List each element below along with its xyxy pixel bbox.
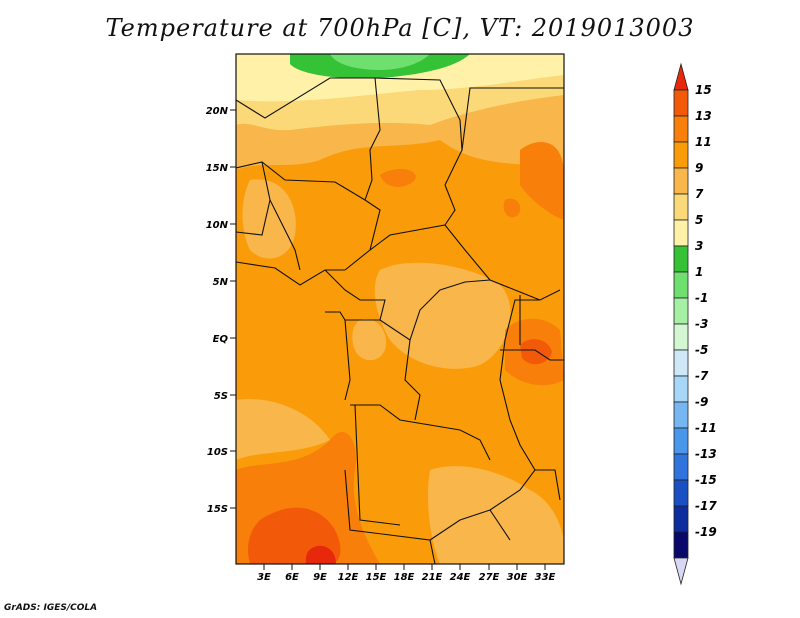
lat-label: 10N	[206, 220, 229, 231]
lon-label: 30E	[507, 572, 528, 583]
colorbar-segment	[673, 453, 689, 481]
colorbar-label: -3	[695, 317, 708, 331]
colorbar-segment	[673, 479, 689, 507]
colorbar-segment	[673, 427, 689, 455]
colorbar-label: -1	[695, 291, 708, 305]
colorbar-label: 15	[695, 83, 712, 97]
colorbar-label: 5	[695, 213, 703, 227]
lon-label: 15E	[366, 572, 387, 583]
country-borders	[236, 77, 564, 564]
colorbar-label: 3	[695, 239, 703, 253]
temperature-field	[236, 54, 564, 564]
map-frame	[235, 53, 565, 565]
grads-credit: GrADS: IGES/COLA	[4, 603, 98, 613]
lon-label: 33E	[535, 572, 556, 583]
lon-label: 3E	[257, 572, 271, 583]
colorbar-segment	[673, 557, 689, 586]
colorbar-segment	[673, 62, 689, 91]
colorbar-segment	[673, 375, 689, 403]
lon-label: 6E	[285, 572, 299, 583]
colorbar-segment	[673, 271, 689, 299]
lon-label: 24E	[450, 572, 471, 583]
colorbar-segment	[673, 401, 689, 429]
lat-label: 5N	[213, 277, 229, 288]
lon-label: 12E	[338, 572, 359, 583]
colorbar-label: -19	[695, 525, 717, 539]
lon-label: 21E	[422, 572, 443, 583]
colorbar-segment	[673, 115, 689, 143]
colorbar-segment	[673, 245, 689, 273]
colorbar-segment	[673, 297, 689, 325]
colorbar-label: 7	[695, 187, 704, 201]
colorbar-label: 11	[695, 135, 712, 149]
colorbar-label: -13	[695, 447, 717, 461]
colorbar: 15 13 11 9 7 5 3 1 -1 -3 -5 -7 -9 -11 -13 -15 -17 -19	[673, 62, 717, 586]
colorbar-label: -15	[695, 473, 717, 487]
colorbar-segment	[673, 323, 689, 351]
colorbar-label: 9	[695, 161, 703, 175]
colorbar-label: -5	[695, 343, 708, 357]
lat-label: 20N	[206, 106, 229, 117]
chart-title: Temperature at 700hPa [C], VT: 201901300…	[105, 14, 695, 42]
colorbar-segment	[673, 89, 689, 117]
colorbar-segment	[673, 531, 689, 559]
colorbar-label: -11	[695, 421, 717, 435]
colorbar-segment	[673, 141, 689, 169]
colorbar-label: -7	[695, 369, 709, 383]
colorbar-segment	[673, 349, 689, 377]
lon-label: 18E	[394, 572, 415, 583]
lat-label: 10S	[207, 447, 228, 458]
colorbar-label: -17	[695, 499, 717, 513]
colorbar-segment	[673, 505, 689, 533]
lat-label: 15S	[207, 504, 228, 515]
lat-label: 15N	[206, 163, 229, 174]
colorbar-label: -9	[695, 395, 708, 409]
lat-label: EQ	[213, 334, 229, 345]
colorbar-segment	[673, 219, 689, 247]
lon-label: 9E	[313, 572, 327, 583]
colorbar-segment	[673, 193, 689, 221]
lon-label: 27E	[479, 572, 500, 583]
colorbar-label: 13	[695, 109, 712, 123]
colorbar-segment	[673, 167, 689, 195]
lat-label: 5S	[214, 391, 228, 402]
latitude-axis: 20N 15N 10N 5N EQ 5S 10S 15S	[206, 106, 236, 515]
colorbar-label: 1	[695, 265, 703, 279]
longitude-axis: 3E 6E 9E 12E 15E 18E 21E 24E 27E 30E 33E	[257, 564, 556, 583]
